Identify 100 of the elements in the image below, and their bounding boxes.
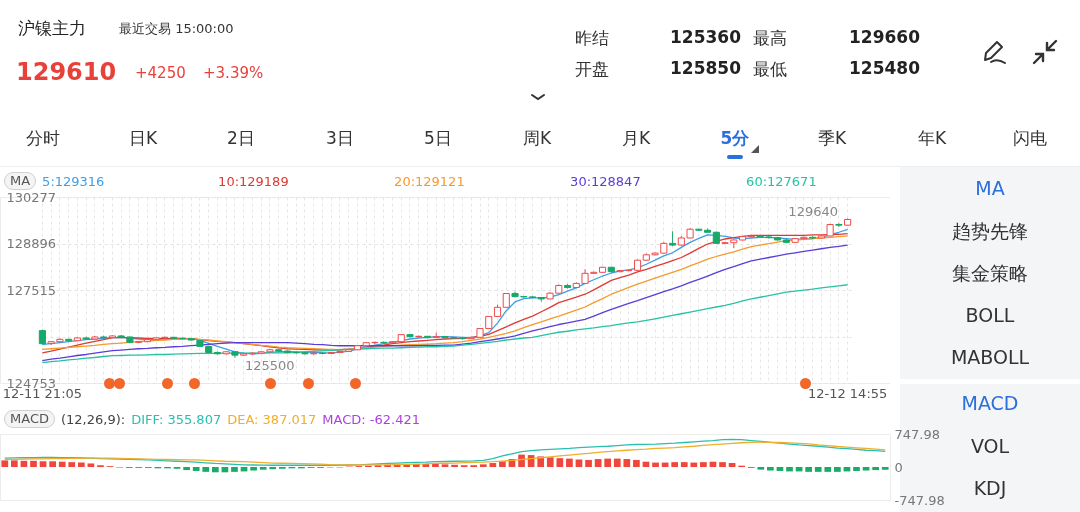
bar [566,458,573,467]
text: 周K [522,126,552,150]
text: 最近交易 15:00:00 [119,19,234,38]
bar [30,460,37,467]
text: BOLL [965,303,1015,326]
bar [441,464,449,467]
x-tick-label: 12-12 14:55 [807,385,888,401]
bar [211,467,219,473]
text: 10:129189 [218,173,290,189]
bar [690,462,698,467]
text: 沪镍主力 [18,16,86,40]
bar [824,467,832,472]
text: MA [975,176,1005,199]
bar [613,458,621,467]
bar [853,467,860,471]
text: VOL [970,434,1010,457]
text: 季K [817,126,847,150]
text: 日K [128,126,158,150]
bar [671,462,679,467]
bar [862,467,870,471]
bar [68,462,76,467]
text: 集金策略 [952,260,1028,286]
bar [49,461,56,467]
bar [202,467,210,472]
annotation: 125500 [245,358,295,374]
bar [700,462,707,467]
text: 趋势先锋 [952,218,1028,244]
text: +4250 [135,64,186,83]
bar [432,463,439,467]
y-tick-label: 0 [894,459,903,475]
text: 年K [917,126,947,150]
y-tick-label: 747.98 [894,426,940,442]
bar [594,459,602,467]
bar [1,460,9,467]
text: 125480 [849,57,920,78]
bar [805,467,813,472]
bar [11,460,18,467]
text: 最高 [753,26,787,50]
text: 最低 [753,57,787,81]
bar [231,467,238,472]
text: MACD: -62.421 [322,411,421,427]
bar [767,467,774,471]
text: 30:128847 [570,173,642,189]
bar [479,464,487,467]
bar [652,462,659,467]
bar [623,459,631,467]
bar [39,461,47,467]
text: 2日 [227,126,255,150]
text: +3.39% [203,64,264,83]
y-tick-label: 127515 [6,282,57,298]
bar [814,467,822,472]
bar [87,463,95,467]
text: 5:129316 [42,173,106,189]
text: MACD [961,391,1019,414]
text: 开盘 [575,57,609,81]
text: DIFF: 355.807 [131,411,222,427]
candlestick [835,222,843,228]
bar [575,459,583,467]
y-tick-label: 128896 [6,236,57,251]
bar [585,459,592,467]
legend-title: (12,26,9): [60,411,126,427]
bar [58,461,66,467]
bar [77,462,85,467]
text: 分时 [26,126,60,150]
bar [250,467,257,471]
bar [269,467,277,470]
text: 129660 [849,26,920,47]
text: 20:129121 [394,173,466,189]
text: 129610 [16,58,117,87]
text: 3日 [326,126,354,150]
bar [633,459,640,467]
bar [259,467,267,470]
bar [881,467,889,470]
text: 闪电 [1013,126,1047,150]
bar [680,462,688,467]
bar [604,458,612,467]
text: 月K [621,126,651,150]
text: MABOLL [950,345,1030,368]
bar [192,467,200,471]
bar [518,454,525,467]
y-tick-label: 130277 [6,189,57,205]
bar [546,457,554,467]
bar [834,467,841,472]
bar [183,467,190,471]
text: DEA: 387.017 [227,411,317,427]
text: 60:127671 [746,173,818,189]
text: 昨结 [575,26,609,50]
bar [384,464,391,467]
bar [757,467,765,470]
text: KDJ [973,476,1007,499]
bar [451,464,458,467]
legend-title: MA [4,172,37,190]
bar [786,467,793,472]
bar [872,467,879,471]
text: 5分 [720,126,750,150]
chart-title: MACD [4,410,55,428]
text: 125850 [670,57,741,78]
bar [719,462,726,467]
y-tick-label: -747.98 [894,492,945,508]
text: 125360 [670,26,741,47]
